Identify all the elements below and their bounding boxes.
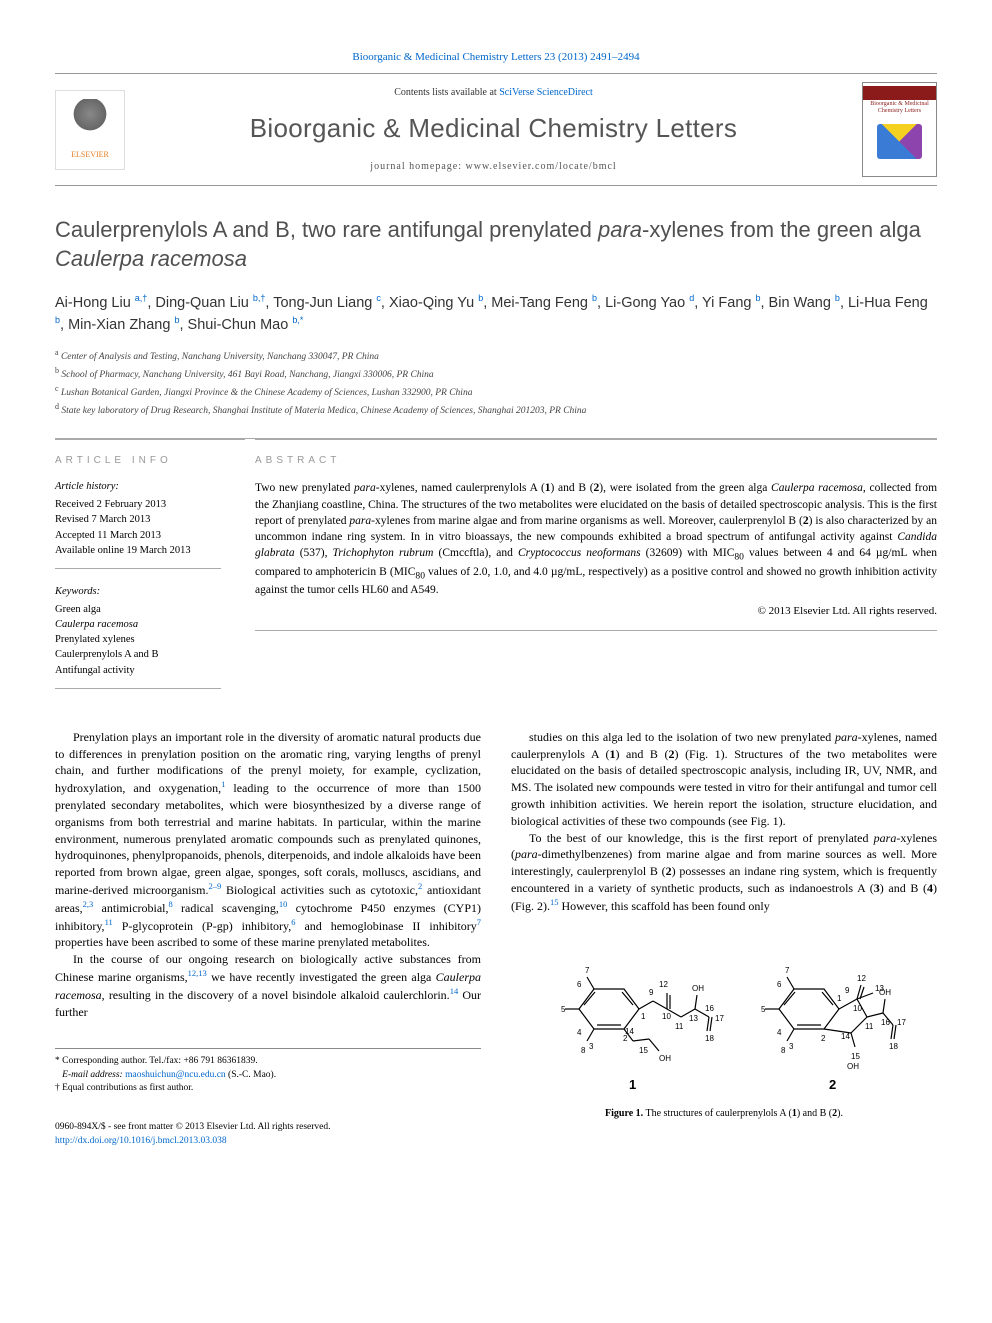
contents-line: Contents lists available at SciVerse Sci… <box>125 86 862 100</box>
keywords-label: Keywords: <box>55 585 221 600</box>
cover-text-1: Bioorganic & Medicinal <box>870 101 929 107</box>
svg-text:5: 5 <box>561 1005 566 1014</box>
svg-text:11: 11 <box>865 1022 874 1031</box>
date-accepted: Accepted 11 March 2013 <box>55 528 221 543</box>
affiliations: a Center of Analysis and Testing, Nancha… <box>55 347 937 419</box>
figure-1: 7 6 5 4 3 8 2 1 9 10 12 11 OH 13 <box>511 939 937 1121</box>
svg-text:6: 6 <box>777 980 782 989</box>
svg-text:8: 8 <box>581 1046 586 1055</box>
svg-text:OH: OH <box>879 988 891 997</box>
keyword: Caulerpa racemosa <box>55 617 221 632</box>
svg-text:7: 7 <box>585 966 590 975</box>
contents-prefix: Contents lists available at <box>394 87 499 98</box>
svg-text:3: 3 <box>789 1042 794 1051</box>
svg-text:OH: OH <box>692 984 704 993</box>
authors-list: Ai-Hong Liu a,†, Ding-Quan Liu b,†, Tong… <box>55 292 937 337</box>
corresponding-author-footer: * Corresponding author. Tel./fax: +86 79… <box>55 1048 481 1095</box>
article-info-heading: ARTICLE INFO <box>55 454 221 468</box>
article-title: Caulerprenylols A and B, two rare antifu… <box>55 216 937 273</box>
svg-text:17: 17 <box>715 1014 724 1023</box>
figure-1-caption: Figure 1. The structures of caulerprenyl… <box>511 1107 937 1121</box>
article-info-column: ARTICLE INFO Article history: Received 2… <box>55 439 245 688</box>
journal-cover-thumbnail: Bioorganic & Medicinal Chemistry Letters <box>862 82 937 177</box>
svg-text:8: 8 <box>781 1046 786 1055</box>
corr-email-link[interactable]: maoshuichun@ncu.edu.cn <box>125 1070 226 1080</box>
svg-text:9: 9 <box>649 988 654 997</box>
svg-text:15: 15 <box>639 1046 648 1055</box>
svg-text:1: 1 <box>837 994 842 1003</box>
svg-text:9: 9 <box>845 986 850 995</box>
top-citation: Bioorganic & Medicinal Chemistry Letters… <box>55 50 937 65</box>
svg-text:4: 4 <box>777 1028 782 1037</box>
svg-text:12: 12 <box>857 974 866 983</box>
body-paragraph: studies on this alga led to the isolatio… <box>511 729 937 830</box>
history-label: Article history: <box>55 480 221 495</box>
svg-text:14: 14 <box>625 1027 634 1036</box>
svg-text:7: 7 <box>785 966 790 975</box>
svg-text:10: 10 <box>853 1004 862 1013</box>
email-suffix: (S.-C. Mao). <box>228 1070 276 1080</box>
abstract-text: Two new prenylated para-xylenes, named c… <box>255 480 937 598</box>
svg-text:2: 2 <box>821 1034 826 1043</box>
sciencedirect-link[interactable]: SciVerse ScienceDirect <box>499 87 593 98</box>
doi-link[interactable]: http://dx.doi.org/10.1016/j.bmcl.2013.03… <box>55 1136 227 1146</box>
abstract-heading: ABSTRACT <box>255 454 937 468</box>
svg-text:3: 3 <box>589 1042 594 1051</box>
front-matter-footer: 0960-894X/$ - see front matter © 2013 El… <box>55 1121 481 1148</box>
svg-text:10: 10 <box>662 1012 671 1021</box>
elsevier-logo: ELSEVIER <box>55 90 125 170</box>
elsevier-logo-text: ELSEVIER <box>71 149 109 160</box>
journal-homepage: journal homepage: www.elsevier.com/locat… <box>125 160 862 174</box>
affil-b: b School of Pharmacy, Nanchang Universit… <box>55 365 937 383</box>
svg-text:18: 18 <box>889 1042 898 1051</box>
keyword: Prenylated xylenes <box>55 632 221 647</box>
svg-text:16: 16 <box>705 1004 714 1013</box>
date-received: Received 2 February 2013 <box>55 497 221 512</box>
svg-text:6: 6 <box>577 980 582 989</box>
email-label: E-mail address: <box>62 1070 123 1080</box>
svg-text:13: 13 <box>689 1014 698 1023</box>
svg-text:14: 14 <box>841 1032 850 1041</box>
keyword: Antifungal activity <box>55 663 221 678</box>
keyword: Caulerprenylols A and B <box>55 647 221 662</box>
journal-header: ELSEVIER Contents lists available at Sci… <box>55 73 937 186</box>
abstract-column: ABSTRACT Two new prenylated para-xylenes… <box>255 439 937 688</box>
equal-contrib-line: † Equal contributions as first author. <box>55 1082 481 1095</box>
svg-text:16: 16 <box>881 1018 890 1027</box>
date-revised: Revised 7 March 2013 <box>55 512 221 527</box>
abstract-copyright: © 2013 Elsevier Ltd. All rights reserved… <box>255 604 937 630</box>
svg-text:1: 1 <box>641 1012 646 1021</box>
svg-text:OH: OH <box>847 1062 859 1071</box>
svg-text:12: 12 <box>659 980 668 989</box>
body-paragraph: In the course of our ongoing research on… <box>55 951 481 1020</box>
svg-text:18: 18 <box>705 1034 714 1043</box>
history-dates: Received 2 February 2013 Revised 7 March… <box>55 497 221 569</box>
figure-1-svg: 7 6 5 4 3 8 2 1 9 10 12 11 OH 13 <box>529 939 919 1099</box>
journal-name: Bioorganic & Medicinal Chemistry Letters <box>125 110 862 146</box>
body-column-right: studies on this alga led to the isolatio… <box>511 729 937 1148</box>
svg-text:17: 17 <box>897 1018 906 1027</box>
affil-a: a Center of Analysis and Testing, Nancha… <box>55 347 937 365</box>
issn-line: 0960-894X/$ - see front matter © 2013 El… <box>55 1121 481 1134</box>
body-columns: Prenylation plays an important role in t… <box>55 729 937 1148</box>
svg-text:15: 15 <box>851 1052 860 1061</box>
corr-author-line: * Corresponding author. Tel./fax: +86 79… <box>55 1055 481 1068</box>
affil-c: c Lushan Botanical Garden, Jiangxi Provi… <box>55 383 937 401</box>
keyword: Green alga <box>55 602 221 617</box>
svg-text:4: 4 <box>577 1028 582 1037</box>
svg-text:11: 11 <box>675 1022 684 1031</box>
affil-d: d State key laboratory of Drug Research,… <box>55 401 937 419</box>
svg-text:5: 5 <box>761 1005 766 1014</box>
svg-text:OH: OH <box>659 1054 671 1063</box>
compound-label-2: 2 <box>829 1077 836 1092</box>
compound-label-1: 1 <box>629 1077 636 1092</box>
body-paragraph: Prenylation plays an important role in t… <box>55 729 481 951</box>
body-column-left: Prenylation plays an important role in t… <box>55 729 481 1148</box>
cover-text-2: Chemistry Letters <box>878 108 921 114</box>
email-line: E-mail address: maoshuichun@ncu.edu.cn (… <box>55 1069 481 1082</box>
body-paragraph: To the best of our knowledge, this is th… <box>511 830 937 915</box>
keywords-list: Green alga Caulerpa racemosa Prenylated … <box>55 602 221 689</box>
date-online: Available online 19 March 2013 <box>55 543 221 558</box>
